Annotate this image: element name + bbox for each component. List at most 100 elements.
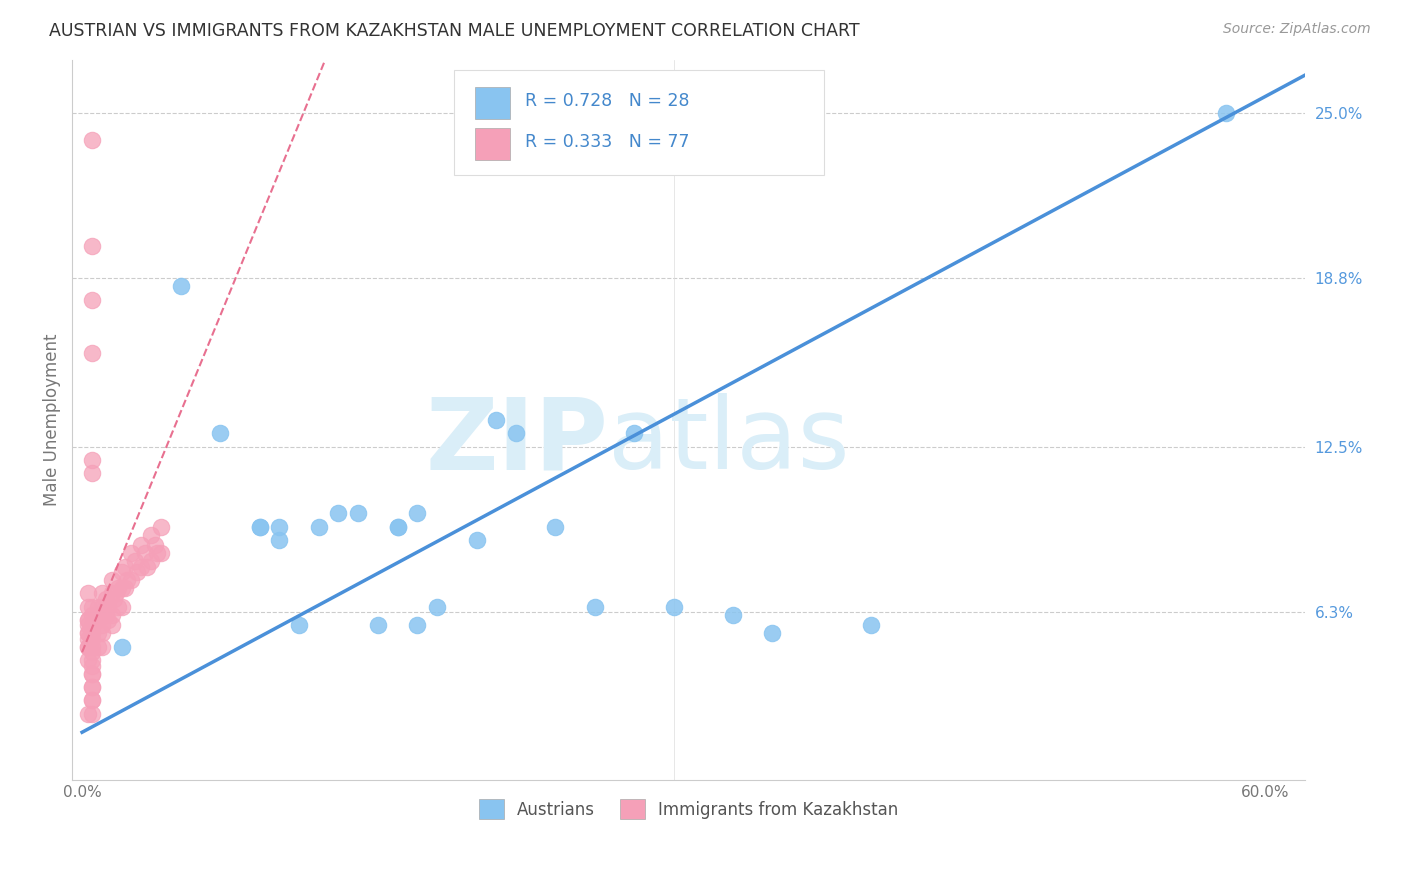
Point <box>347 507 370 521</box>
Point <box>90 586 112 600</box>
Text: ZIP: ZIP <box>426 393 609 490</box>
Point <box>127 565 149 579</box>
Bar <box>475 128 510 161</box>
Point <box>90 626 112 640</box>
Point <box>249 519 271 533</box>
Point <box>77 618 100 632</box>
Point <box>387 519 409 533</box>
Point <box>209 426 232 441</box>
Point <box>120 573 142 587</box>
Point <box>80 453 103 467</box>
Point <box>170 279 193 293</box>
Point <box>367 618 389 632</box>
Point <box>80 632 103 646</box>
Point <box>129 559 152 574</box>
Point <box>139 554 162 568</box>
Point <box>90 618 112 632</box>
Point <box>77 626 100 640</box>
Point <box>859 618 882 632</box>
Point <box>87 599 110 614</box>
Point <box>87 640 110 654</box>
Point <box>87 607 110 622</box>
Y-axis label: Male Unemployment: Male Unemployment <box>44 334 60 506</box>
Point <box>328 507 350 521</box>
Point <box>90 599 112 614</box>
Point <box>80 293 103 307</box>
Point <box>308 519 330 533</box>
Text: AUSTRIAN VS IMMIGRANTS FROM KAZAKHSTAN MALE UNEMPLOYMENT CORRELATION CHART: AUSTRIAN VS IMMIGRANTS FROM KAZAKHSTAN M… <box>49 22 860 40</box>
Text: R = 0.333   N = 77: R = 0.333 N = 77 <box>524 134 689 152</box>
Point <box>117 573 139 587</box>
Point <box>80 618 103 632</box>
Point <box>80 346 103 360</box>
Point <box>97 599 120 614</box>
Point <box>77 632 100 646</box>
Text: atlas: atlas <box>609 393 851 490</box>
Point <box>288 618 311 632</box>
Point <box>77 586 100 600</box>
Text: Source: ZipAtlas.com: Source: ZipAtlas.com <box>1223 22 1371 37</box>
Point <box>623 426 645 441</box>
Point <box>406 618 429 632</box>
Point <box>114 581 136 595</box>
Point <box>485 413 508 427</box>
Point <box>143 538 166 552</box>
Point <box>406 507 429 521</box>
Point <box>104 586 127 600</box>
Point <box>77 626 100 640</box>
Point <box>107 581 129 595</box>
Point <box>100 573 122 587</box>
Point <box>110 565 132 579</box>
Point <box>80 658 103 673</box>
Point <box>149 546 172 560</box>
Point <box>80 680 103 694</box>
Point <box>80 467 103 481</box>
Point <box>103 591 125 606</box>
Point <box>80 680 103 694</box>
Point <box>387 519 409 533</box>
Point <box>136 559 159 574</box>
Point <box>1215 106 1237 120</box>
Point <box>146 546 169 560</box>
Point <box>129 538 152 552</box>
Point <box>149 519 172 533</box>
Legend: Austrians, Immigrants from Kazakhstan: Austrians, Immigrants from Kazakhstan <box>472 792 905 826</box>
Point <box>269 519 291 533</box>
Point <box>465 533 488 547</box>
Point <box>87 613 110 627</box>
Point <box>80 607 103 622</box>
Text: R = 0.728   N = 28: R = 0.728 N = 28 <box>524 93 689 111</box>
Point <box>269 533 291 547</box>
Point <box>114 559 136 574</box>
Point <box>110 599 132 614</box>
Point <box>426 599 449 614</box>
Point <box>583 599 606 614</box>
FancyBboxPatch shape <box>454 70 824 175</box>
Point <box>90 640 112 654</box>
Point <box>100 586 122 600</box>
Point <box>249 519 271 533</box>
Point <box>124 554 146 568</box>
Point <box>100 618 122 632</box>
Point <box>761 626 783 640</box>
Point <box>544 519 567 533</box>
Point <box>77 613 100 627</box>
Point <box>77 613 100 627</box>
Point <box>80 666 103 681</box>
Point <box>77 599 100 614</box>
Point <box>87 626 110 640</box>
Point <box>94 591 117 606</box>
Point <box>134 546 156 560</box>
Point <box>80 239 103 253</box>
Point <box>80 653 103 667</box>
Point <box>139 527 162 541</box>
Point <box>80 666 103 681</box>
Point <box>80 599 103 614</box>
Point <box>110 581 132 595</box>
Bar <box>475 87 510 120</box>
Point <box>77 653 100 667</box>
Point <box>80 693 103 707</box>
Point <box>97 613 120 627</box>
Point <box>77 640 100 654</box>
Point <box>100 607 122 622</box>
